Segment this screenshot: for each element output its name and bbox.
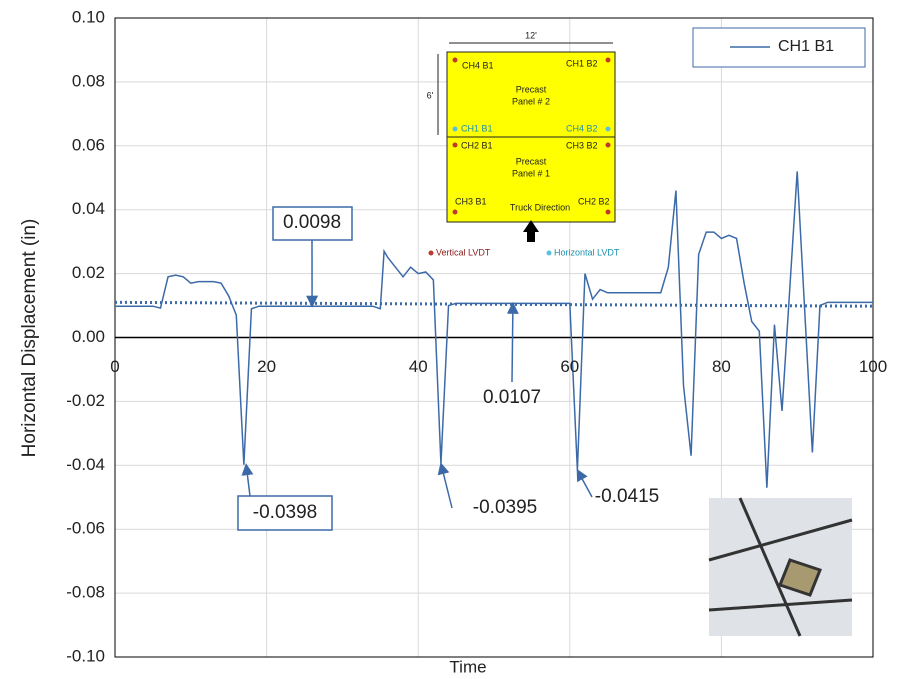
annotation-arrow xyxy=(506,301,519,383)
annotation-label: -0.0415 xyxy=(595,486,659,507)
annotation-label: 0.0098 xyxy=(283,212,341,233)
y-tick-label: -0.04 xyxy=(66,455,105,474)
photo-content xyxy=(708,497,853,637)
annotation-label: -0.0395 xyxy=(473,497,537,518)
x-tick-label: 20 xyxy=(257,357,276,376)
inset-label: CH3 B2 xyxy=(566,140,598,150)
y-tick-label: 0.00 xyxy=(72,327,105,346)
inset-label: Panel # 1 xyxy=(512,168,550,178)
y-tick-label: 0.04 xyxy=(72,199,105,218)
y-tick-label: -0.02 xyxy=(66,391,105,410)
inset-label: CH3 B1 xyxy=(455,196,487,206)
inset-label: 6' xyxy=(427,90,434,100)
annotation-label: -0.0398 xyxy=(253,502,317,523)
x-tick-label: 0 xyxy=(110,357,119,376)
annotation-box xyxy=(272,206,353,241)
inset-label: Precast xyxy=(516,84,547,94)
x-tick-label: 100 xyxy=(859,357,887,376)
annotation-arrow xyxy=(576,468,593,498)
inset-label: Precast xyxy=(516,156,547,166)
y-tick-label: -0.08 xyxy=(66,583,105,602)
inset-label: CH4 B1 xyxy=(462,60,494,70)
y-tick-label: 0.08 xyxy=(72,71,105,90)
inset-label: Horizontal LVDT xyxy=(554,247,620,257)
y-tick-label: 0.02 xyxy=(72,263,105,282)
y-tick-label: -0.10 xyxy=(66,646,105,665)
inset-label: CH4 B2 xyxy=(566,123,598,133)
inset-diagram: 12' 6' CH4 B1 CH1 B2 Precast Panel # 2 C… xyxy=(427,30,620,257)
photo xyxy=(708,497,853,637)
inset-label: CH1 B1 xyxy=(461,123,493,133)
photo-background xyxy=(709,498,852,636)
y-tick-label: -0.06 xyxy=(66,519,105,538)
inset-label: CH2 B2 xyxy=(578,196,610,206)
truck-arrow xyxy=(523,220,539,232)
inset-label: Vertical LVDT xyxy=(436,247,491,257)
truck-arrow xyxy=(527,229,535,242)
annotation-arrow xyxy=(437,462,453,509)
legend-label: CH1 B1 xyxy=(778,38,834,55)
x-tick-label: 60 xyxy=(560,357,579,376)
inset-label: CH2 B1 xyxy=(461,140,493,150)
inset-label: 12' xyxy=(525,30,537,40)
y-axis-label: Horizontal Displacement (in) xyxy=(19,219,40,458)
y-tick-label: 0.06 xyxy=(72,135,105,154)
plot xyxy=(114,171,874,488)
trendline xyxy=(114,300,874,308)
annotation-arrow xyxy=(241,463,254,497)
inset-label: Truck Direction xyxy=(510,202,570,212)
legend xyxy=(692,27,866,68)
inset-label: CH1 B2 xyxy=(566,58,598,68)
x-tick-label: 80 xyxy=(712,357,731,376)
x-axis-label: Time xyxy=(449,657,486,676)
annotation-box xyxy=(237,495,333,531)
y-tick-label: 0.10 xyxy=(72,7,105,26)
x-tick-label: 40 xyxy=(409,357,428,376)
inset-label: Panel # 2 xyxy=(512,96,550,106)
annotation-label: 0.0107 xyxy=(483,387,541,408)
